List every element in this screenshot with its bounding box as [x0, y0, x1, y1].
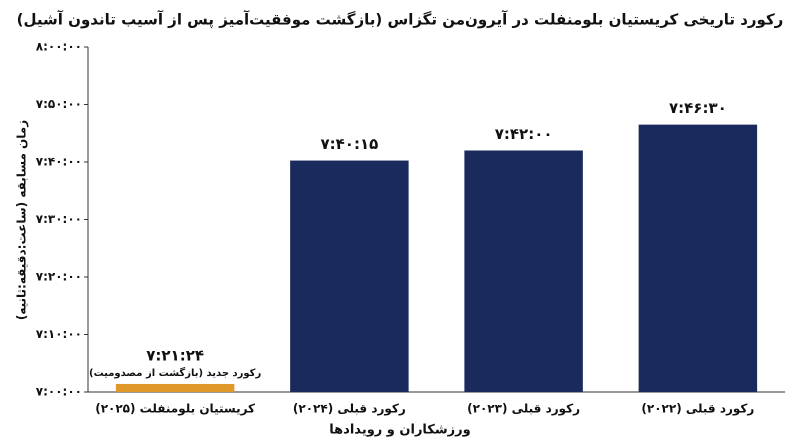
- bar: [290, 160, 409, 392]
- y-tick-label: ۷:۵۰:۰۰: [36, 97, 82, 111]
- y-tick-label: ۷:۲۰:۰۰: [36, 270, 82, 284]
- x-tick-label: رکورد قبلی (۲۰۲۳): [467, 402, 580, 417]
- x-tick-label: کریستیان بلومنفلت (۲۰۲۵): [95, 402, 255, 417]
- x-axis-label: ورزشکاران و رویدادها: [329, 423, 470, 438]
- bar: [464, 150, 583, 392]
- annotation: رکورد جدید (بازگشت از مصدومیت): [89, 366, 261, 379]
- y-tick-label: ۷:۳۰:۰۰: [36, 212, 82, 226]
- value-label: ۷:۲۱:۲۴: [146, 346, 204, 364]
- value-label: ۷:۴۰:۱۵: [320, 135, 378, 153]
- y-tick-label: ۷:۱۰:۰۰: [36, 327, 82, 341]
- bar: [115, 383, 235, 392]
- x-tick-label: رکورد قبلی (۲۰۲۴): [293, 402, 406, 417]
- value-label: ۷:۴۲:۰۰: [495, 125, 553, 143]
- value-label: ۷:۴۶:۳۰: [669, 99, 727, 117]
- bar: [638, 124, 758, 392]
- x-tick-label: رکورد قبلی (۲۰۲۲): [641, 402, 754, 417]
- chart-title: رکورد تاریخی کریستیان بلومنفلت در آیرون‌…: [17, 11, 784, 30]
- y-tick-label: ۷:۰۰:۰۰: [36, 385, 82, 399]
- y-tick-label: ۷:۴۰:۰۰: [36, 155, 82, 169]
- y-axis-label: زمان مسابقه (ساعت:دقیقه:ثانیه): [15, 120, 29, 320]
- y-tick-label: ۸:۰۰:۰۰: [36, 40, 82, 54]
